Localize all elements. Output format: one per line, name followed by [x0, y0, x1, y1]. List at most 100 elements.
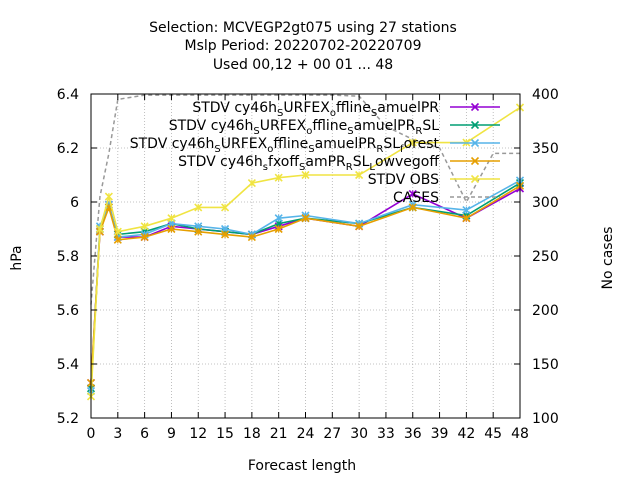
legend-label-part: S: [277, 108, 283, 119]
legend-label-part: R: [376, 144, 383, 155]
data-point: [140, 222, 149, 231]
legend-label-part: fxoff: [268, 154, 299, 170]
y2-axis-ticks: 100 150 200 250 300 350 400: [514, 87, 559, 427]
x-tick-label: 27: [323, 426, 341, 442]
y-tick-label: 5.8: [57, 249, 79, 265]
legend-label-part: ffline: [336, 100, 371, 116]
legend-label-part: STDV cy46h: [192, 100, 277, 116]
y2-tick-label: 150: [532, 357, 559, 373]
y-tick-label: 6.4: [57, 87, 79, 103]
legend-label-part: SL: [422, 118, 439, 134]
y2-tick-label: 300: [532, 195, 559, 211]
legend-marker: [470, 120, 480, 130]
data-point: [355, 222, 364, 231]
y-tick-label: 5.6: [57, 303, 79, 319]
data-point: [220, 203, 230, 212]
data-point: [194, 203, 203, 212]
legend-entry-5: STDV OBS: [368, 172, 500, 188]
legend-label-part: STDV OBS: [368, 172, 439, 188]
legend-label-part: S: [371, 108, 377, 119]
legend-label-part: orest: [404, 136, 440, 152]
data-point: [167, 224, 176, 234]
data-point: [274, 173, 283, 182]
legend-entry-3: STDV cy46hSURFEXofflineSamuelPRRSLforest: [130, 136, 500, 155]
legend-label-part: S: [214, 144, 220, 155]
x-tick-label: 30: [350, 426, 368, 442]
legend-label: STDV cy46hSURFEXofflineSamuelPRRSL: [169, 118, 440, 137]
legend-label-part: URFEX: [283, 100, 330, 116]
legend-label: STDV OBS: [368, 172, 439, 188]
x-tick-label: 9: [167, 426, 176, 442]
title-line-3: Used 00,12 + 00 01 ... 48: [213, 57, 393, 73]
x-tick-label: 48: [511, 426, 529, 442]
legend-label: CASES: [393, 190, 439, 206]
legend-label-part: amuelPR: [377, 100, 439, 116]
data-point: [247, 233, 256, 242]
legend-label-part: S: [253, 126, 259, 137]
x-tick-label: 18: [243, 426, 261, 442]
x-axis-ticks: 0 3 6 9 12 15 18 21 24 27 30 33 36 39 42 45 48: [87, 94, 529, 442]
data-point: [113, 235, 122, 244]
y2-axis-label: No cases: [600, 227, 616, 290]
legend-label: STDV cy46hSURFEXofflineSamuelPRRSLforest: [130, 136, 440, 155]
legend-marker: [470, 138, 480, 148]
legend-label-part: CASES: [393, 190, 439, 206]
data-point: [140, 233, 149, 242]
y-tick-label: 5.4: [57, 357, 79, 373]
y2-tick-label: 100: [532, 411, 559, 427]
legend-label-part: R: [415, 126, 422, 137]
cases-line: [90, 94, 520, 305]
legend-label-part: S: [299, 162, 305, 173]
data-point: [355, 170, 364, 180]
legend-marker: [470, 174, 480, 184]
legend-label-part: STDV cy46h: [130, 136, 215, 152]
y2-tick-label: 200: [532, 303, 559, 319]
legend-entry-4: STDV cy46hsfxoffSamPRRSLLowvegoff: [178, 154, 500, 173]
data-point: [274, 214, 283, 223]
y-tick-label: 5.2: [57, 411, 79, 427]
title-line-2: Mslp Period: 20220702-20220709: [185, 38, 422, 54]
legend-label-part: SL: [353, 154, 370, 170]
title-line-1: Selection: MCVEGP2gt075 using 27 station…: [149, 20, 457, 36]
legend-label-part: o: [306, 126, 312, 137]
legend-label-part: SL: [383, 136, 400, 152]
data-point: [95, 224, 105, 234]
y-axis-label: hPa: [9, 245, 25, 270]
legend-label-part: amuelPR: [315, 136, 377, 152]
x-tick-label: 33: [377, 426, 395, 442]
legend-label-part: amuelPR: [354, 118, 416, 134]
legend-entry-6: CASES: [393, 190, 500, 206]
legend-entry-1: STDV cy46hSURFEXofflineSamuelPR: [192, 100, 500, 119]
data-point: [301, 170, 310, 180]
y-tick-label: 6.2: [57, 141, 79, 157]
y2-tick-label: 400: [532, 87, 559, 103]
legend-label-part: STDV cy46h: [169, 118, 254, 134]
legend-label-part: s: [263, 162, 268, 173]
x-tick-label: 0: [87, 426, 96, 442]
x-tick-label: 21: [270, 426, 288, 442]
legend-label-part: o: [330, 108, 336, 119]
cases-layer: [90, 94, 520, 305]
legend-label-part: L: [369, 162, 375, 173]
legend-label-part: URFEX: [221, 136, 268, 152]
data-point: [462, 214, 471, 223]
legend-marker: [470, 156, 480, 166]
grid: [90, 93, 521, 419]
series-layer: [86, 103, 525, 401]
legend-entry-2: STDV cy46hSURFEXofflineSamuelPRRSL: [169, 118, 500, 137]
legend-marker: [470, 102, 480, 112]
data-point: [104, 192, 113, 201]
y-tick-label: 6: [70, 195, 79, 211]
data-point: [274, 224, 283, 234]
x-tick-label: 12: [189, 426, 207, 442]
legend-label: STDV cy46hSURFEXofflineSamuelPR: [192, 100, 439, 119]
x-tick-label: 39: [431, 426, 449, 442]
legend-label-part: S: [347, 126, 353, 137]
legend-label-part: f: [400, 144, 404, 155]
legend-label-part: ffline: [273, 136, 308, 152]
y2-tick-label: 350: [532, 141, 559, 157]
legend-label: STDV cy46hsfxoffSamPRRSLLowvegoff: [178, 154, 439, 173]
y-axis-ticks: 5.2 5.4 5.6 5.8 6 6.2 6.4: [57, 87, 97, 427]
